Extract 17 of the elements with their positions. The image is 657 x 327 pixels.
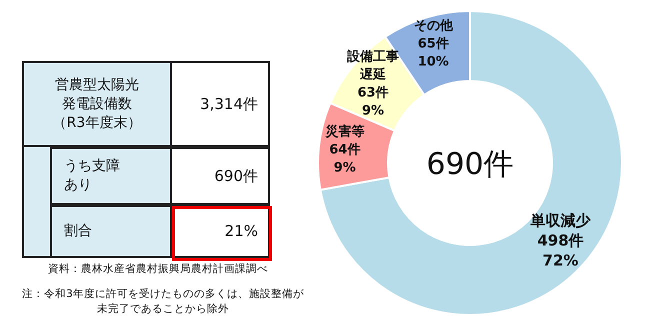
category-label: 割合 bbox=[64, 222, 92, 241]
text: 3,314件 bbox=[200, 94, 258, 112]
slice-label: 設備工事遅延 bbox=[346, 48, 399, 83]
slice-label: 災害等 bbox=[324, 124, 364, 140]
data-label: 498件 72% bbox=[537, 232, 584, 270]
text: 資料：農林水産省農村振興局農村計画課調べ bbox=[47, 262, 269, 277]
slice-label: その他 bbox=[414, 18, 454, 34]
data-label: 64件 9% bbox=[329, 142, 360, 176]
text: 690件 bbox=[426, 147, 514, 182]
text: 690件 bbox=[214, 166, 258, 184]
text: 注：令和3年度に許可を受けたものの多くは、施設整備が未完了であることから除外 bbox=[21, 287, 305, 317]
data-label: 63件 9% bbox=[357, 86, 389, 119]
slice-label: 単収減少 bbox=[530, 212, 592, 230]
text: 21% bbox=[224, 222, 258, 240]
category-label: うち支障あり bbox=[64, 157, 121, 195]
data-label: 65件 10% bbox=[418, 36, 449, 70]
category-label: 営農型太陽光発電設備数（R3年度末） bbox=[52, 76, 142, 132]
